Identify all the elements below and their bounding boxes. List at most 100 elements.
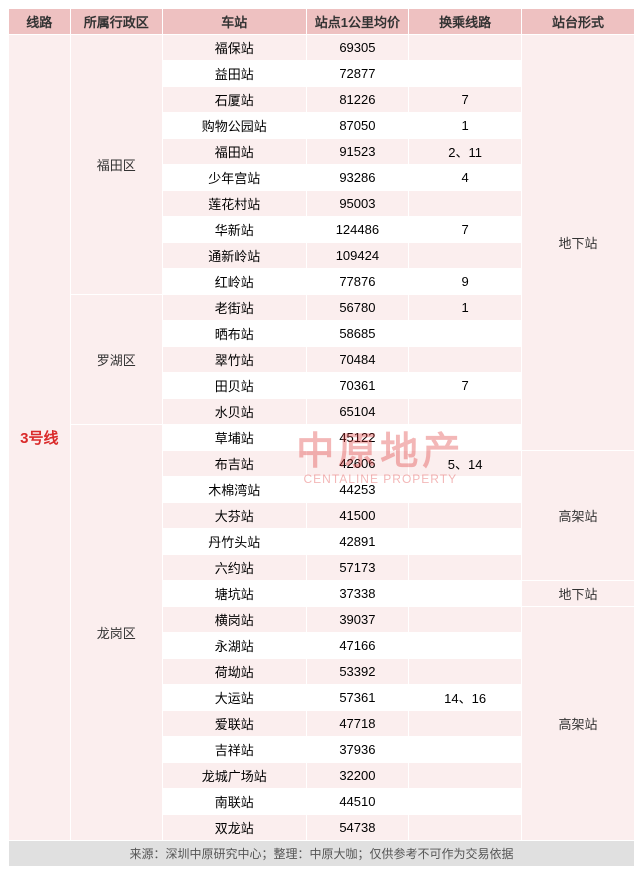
cell-station: 南联站 <box>162 789 306 815</box>
cell-station: 水贝站 <box>162 399 306 425</box>
cell-price: 77876 <box>306 269 409 295</box>
cell-transfer <box>409 399 522 425</box>
cell-transfer <box>409 633 522 659</box>
cell-price: 109424 <box>306 243 409 269</box>
cell-transfer <box>409 243 522 269</box>
cell-price: 65104 <box>306 399 409 425</box>
cell-station: 石厦站 <box>162 87 306 113</box>
cell-price: 70484 <box>306 347 409 373</box>
cell-transfer: 2、11 <box>409 139 522 165</box>
cell-price: 81226 <box>306 87 409 113</box>
cell-price: 57173 <box>306 555 409 581</box>
cell-station: 福保站 <box>162 35 306 61</box>
metro-price-table: 线路 所属行政区 车站 站点1公里均价 换乘线路 站台形式 3号线福田区福保站6… <box>8 8 635 867</box>
cell-price: 53392 <box>306 659 409 685</box>
cell-transfer <box>409 529 522 555</box>
cell-price: 45122 <box>306 425 409 451</box>
cell-transfer <box>409 763 522 789</box>
cell-transfer <box>409 659 522 685</box>
cell-station: 少年宫站 <box>162 165 306 191</box>
cell-transfer <box>409 607 522 633</box>
cell-station: 爱联站 <box>162 711 306 737</box>
cell-price: 56780 <box>306 295 409 321</box>
cell-station: 丹竹头站 <box>162 529 306 555</box>
cell-price: 44253 <box>306 477 409 503</box>
table-wrapper: 中原地产 CENTALINE PROPERTY 线路 所属行政区 车站 站点1公… <box>8 8 635 867</box>
cell-price: 58685 <box>306 321 409 347</box>
cell-station: 红岭站 <box>162 269 306 295</box>
cell-station: 龙城广场站 <box>162 763 306 789</box>
cell-transfer: 4 <box>409 165 522 191</box>
cell-price: 44510 <box>306 789 409 815</box>
cell-transfer <box>409 503 522 529</box>
footer-row: 来源：深圳中原研究中心；整理：中原大咖；仅供参考不可作为交易依据 <box>9 841 635 867</box>
cell-price: 72877 <box>306 61 409 87</box>
cell-transfer: 9 <box>409 269 522 295</box>
header-line: 线路 <box>9 9 71 35</box>
cell-station: 荷坳站 <box>162 659 306 685</box>
cell-price: 70361 <box>306 373 409 399</box>
header-price: 站点1公里均价 <box>306 9 409 35</box>
cell-price: 57361 <box>306 685 409 711</box>
cell-station: 益田站 <box>162 61 306 87</box>
cell-transfer <box>409 321 522 347</box>
cell-station: 六约站 <box>162 555 306 581</box>
footer-text: 来源：深圳中原研究中心；整理：中原大咖；仅供参考不可作为交易依据 <box>9 841 635 867</box>
cell-price: 54738 <box>306 815 409 841</box>
cell-price: 95003 <box>306 191 409 217</box>
table-body: 3号线福田区福保站69305地下站益田站72877石厦站812267 购物公园站8… <box>9 35 635 841</box>
cell-transfer <box>409 555 522 581</box>
header-district: 所属行政区 <box>70 9 162 35</box>
cell-station: 草埔站 <box>162 425 306 451</box>
cell-station: 吉祥站 <box>162 737 306 763</box>
cell-transfer <box>409 815 522 841</box>
cell-transfer <box>409 425 522 451</box>
cell-price: 32200 <box>306 763 409 789</box>
cell-station: 布吉站 <box>162 451 306 477</box>
cell-station: 购物公园站 <box>162 113 306 139</box>
cell-station: 大运站 <box>162 685 306 711</box>
cell-transfer <box>409 347 522 373</box>
cell-price: 91523 <box>306 139 409 165</box>
cell-transfer <box>409 191 522 217</box>
cell-platform: 高架站 <box>522 451 635 581</box>
cell-station: 翠竹站 <box>162 347 306 373</box>
cell-transfer <box>409 61 522 87</box>
cell-transfer: 7 <box>409 87 522 113</box>
cell-transfer <box>409 581 522 607</box>
cell-price: 37338 <box>306 581 409 607</box>
table-row: 3号线福田区福保站69305地下站 <box>9 35 635 61</box>
cell-district: 福田区 <box>70 35 162 295</box>
cell-price: 47718 <box>306 711 409 737</box>
cell-platform: 地下站 <box>522 581 635 607</box>
cell-platform: 高架站 <box>522 607 635 841</box>
cell-price: 41500 <box>306 503 409 529</box>
header-platform: 站台形式 <box>522 9 635 35</box>
cell-transfer <box>409 737 522 763</box>
cell-price: 93286 <box>306 165 409 191</box>
cell-station: 通新岭站 <box>162 243 306 269</box>
cell-price: 124486 <box>306 217 409 243</box>
cell-transfer <box>409 477 522 503</box>
cell-price: 42891 <box>306 529 409 555</box>
cell-station: 晒布站 <box>162 321 306 347</box>
cell-station: 双龙站 <box>162 815 306 841</box>
cell-station: 永湖站 <box>162 633 306 659</box>
cell-price: 47166 <box>306 633 409 659</box>
cell-transfer: 14、16 <box>409 685 522 711</box>
cell-station: 老街站 <box>162 295 306 321</box>
cell-transfer <box>409 789 522 815</box>
cell-station: 华新站 <box>162 217 306 243</box>
header-station: 车站 <box>162 9 306 35</box>
cell-station: 田贝站 <box>162 373 306 399</box>
cell-station: 大芬站 <box>162 503 306 529</box>
cell-price: 87050 <box>306 113 409 139</box>
cell-district: 罗湖区 <box>70 295 162 425</box>
cell-transfer: 1 <box>409 295 522 321</box>
cell-line: 3号线 <box>9 35 71 841</box>
header-row: 线路 所属行政区 车站 站点1公里均价 换乘线路 站台形式 <box>9 9 635 35</box>
cell-station: 塘坑站 <box>162 581 306 607</box>
cell-transfer: 1 <box>409 113 522 139</box>
cell-station: 木棉湾站 <box>162 477 306 503</box>
cell-platform: 地下站 <box>522 35 635 451</box>
